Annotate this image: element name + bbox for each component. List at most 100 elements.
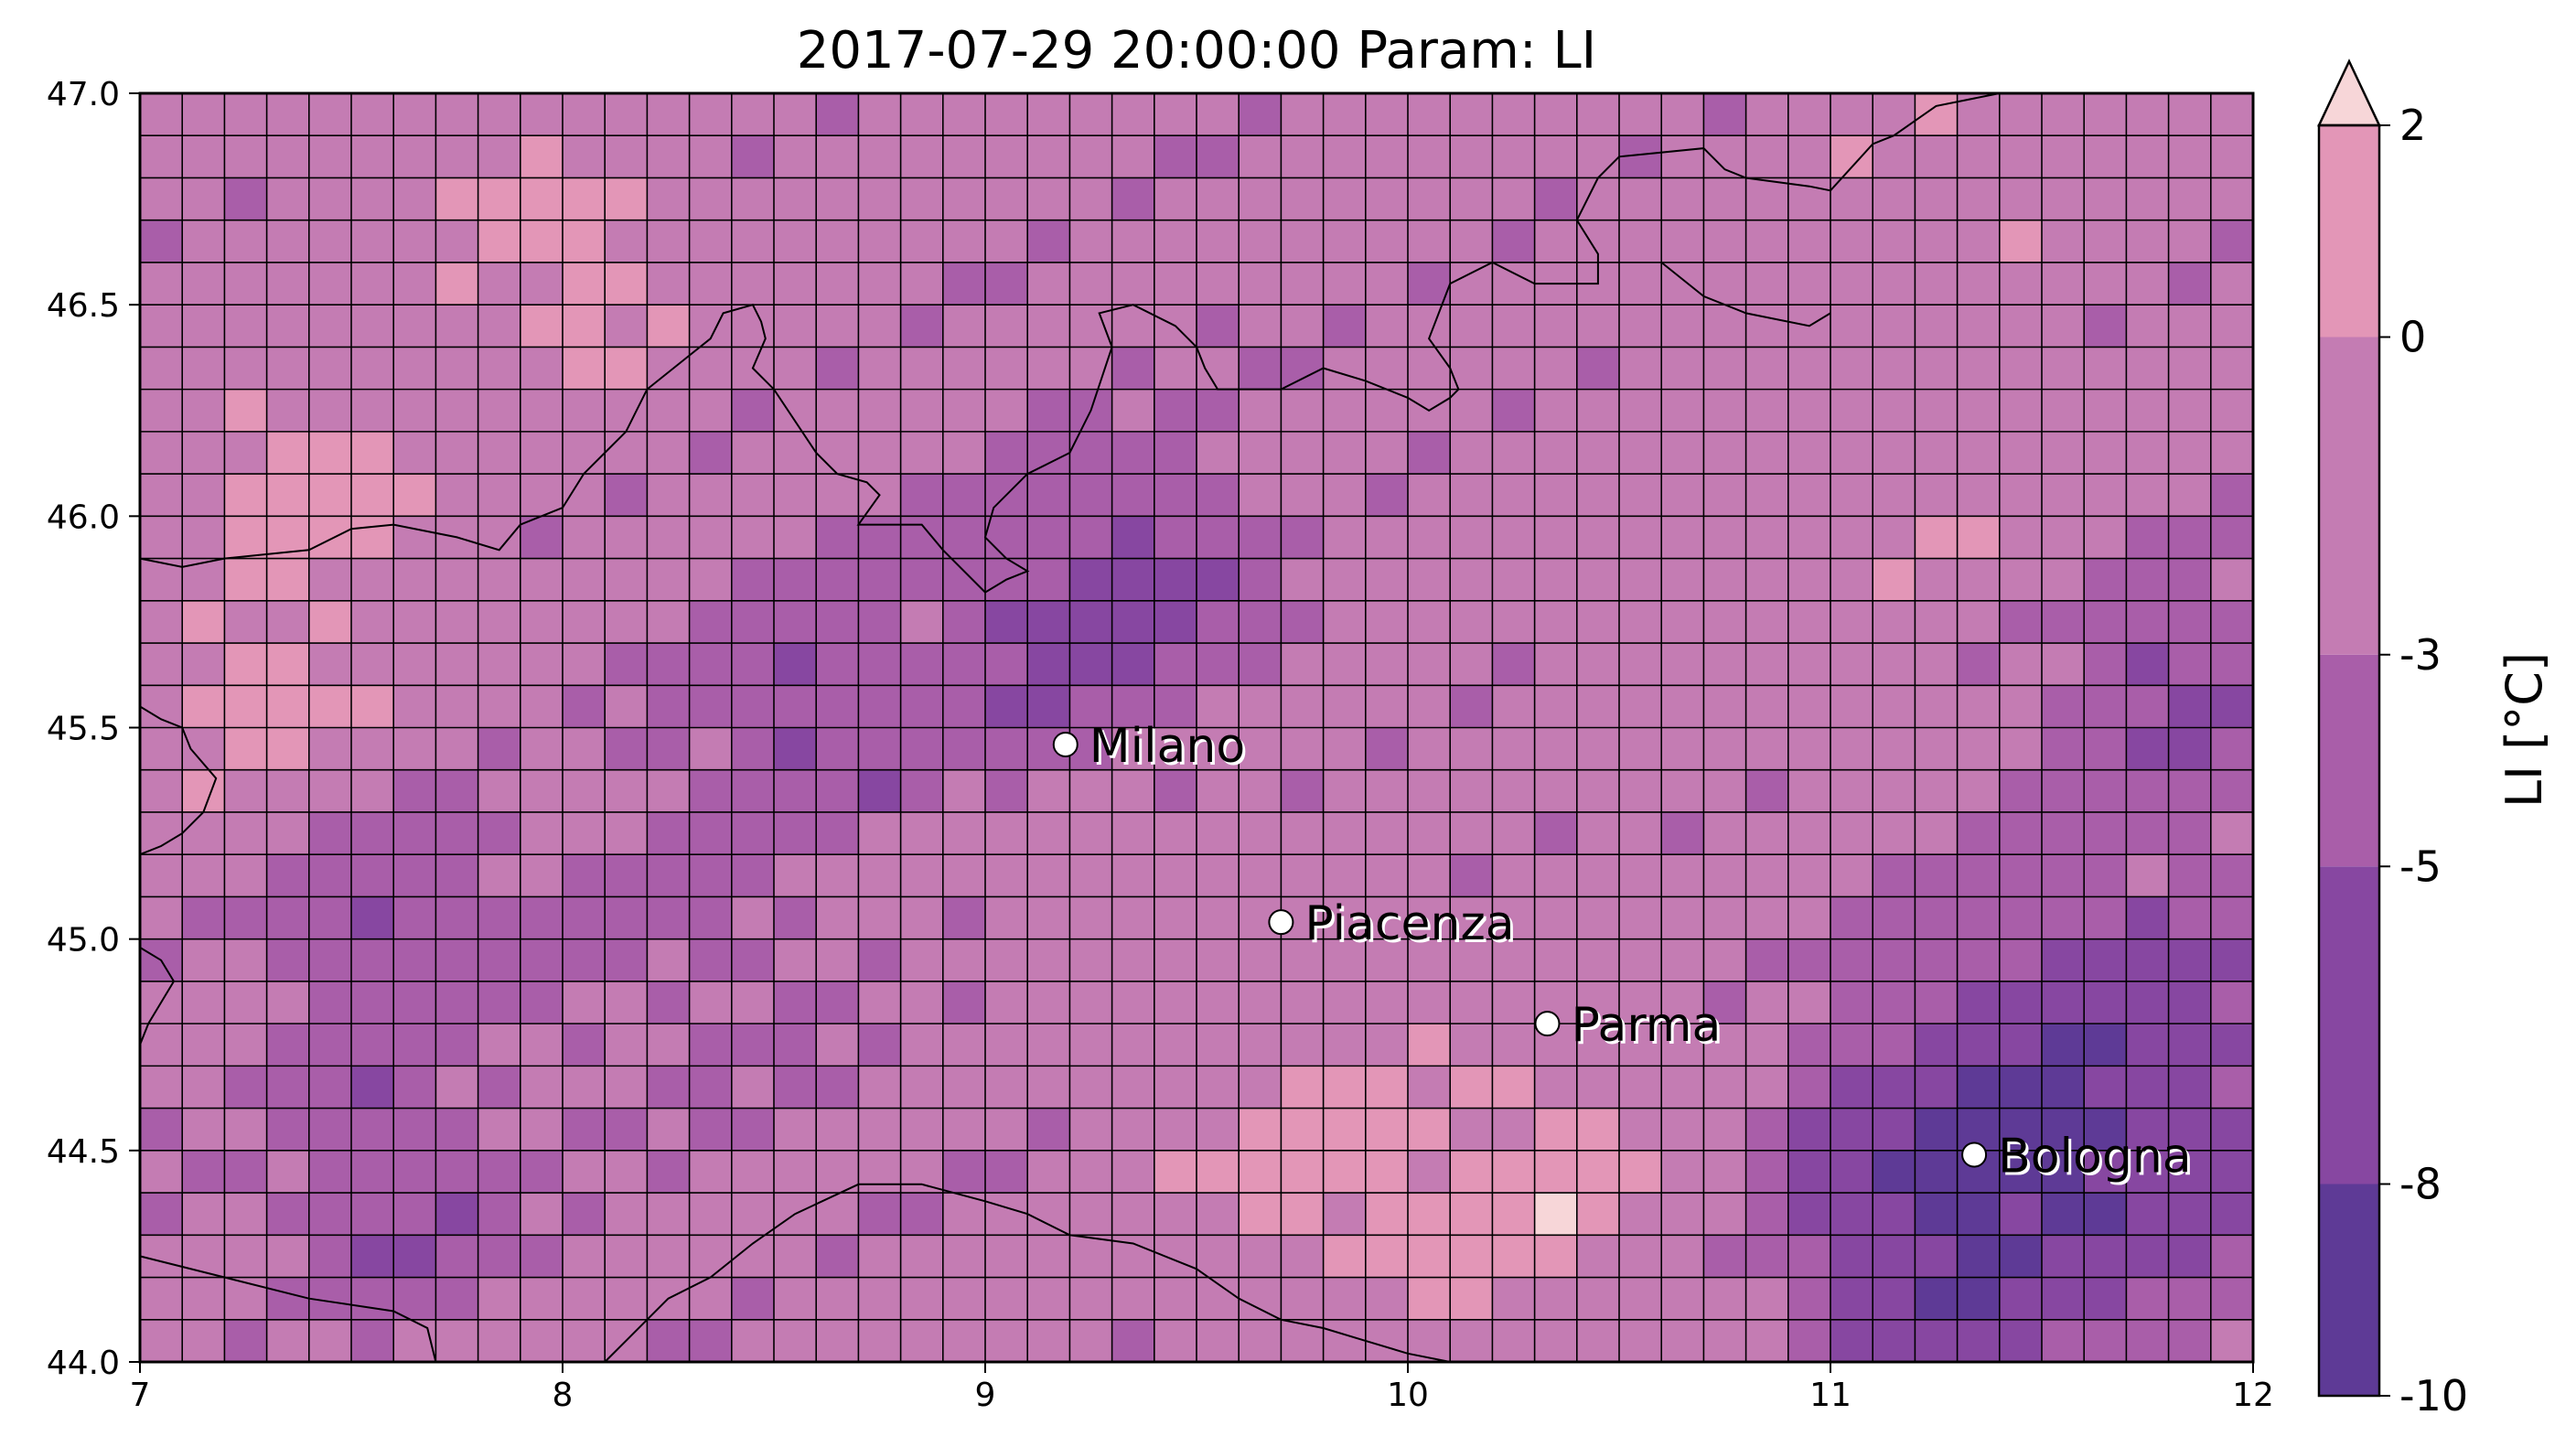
grid-cell: [2210, 981, 2253, 1024]
grid-cell: [266, 854, 309, 897]
grid-cell: [1576, 1235, 1619, 1278]
grid-cell: [2126, 685, 2169, 728]
grid-cell: [2042, 1277, 2085, 1320]
grid-cell: [1154, 474, 1197, 517]
grid-cell: [266, 93, 309, 136]
grid-cell: [1281, 93, 1324, 136]
y-tick-label: 45.5: [47, 711, 120, 748]
grid-cell: [1197, 643, 1240, 686]
grid-cell: [2084, 981, 2127, 1024]
grid-cell: [1365, 811, 1408, 855]
grid-cell: [689, 177, 732, 220]
grid-cell: [1619, 347, 1662, 390]
grid-cell: [1450, 811, 1493, 855]
grid-cell: [266, 938, 309, 981]
grid-cell: [605, 981, 648, 1024]
grid-cell: [2168, 1193, 2211, 1236]
grid-cell: [900, 558, 943, 601]
grid-cell: [1239, 643, 1282, 686]
grid-cell: [1661, 305, 1704, 348]
grid-cell: [1999, 177, 2042, 220]
grid-cell: [1661, 1024, 1704, 1066]
grid-cell: [1661, 600, 1704, 644]
grid-cell: [1619, 938, 1662, 981]
grid-cell: [563, 1319, 606, 1362]
grid-cell: [1111, 1319, 1154, 1362]
grid-cell: [563, 769, 606, 812]
grid-cell: [689, 1277, 732, 1320]
grid-cell: [816, 769, 859, 812]
colorbar-segment: [2319, 866, 2379, 1184]
grid-cell: [605, 220, 648, 263]
grid-cell: [1069, 854, 1112, 897]
grid-cell: [1745, 1277, 1788, 1320]
grid-cell: [731, 600, 774, 644]
grid-cell: [1069, 1193, 1112, 1236]
grid-cell: [1450, 1150, 1493, 1194]
grid-cell: [900, 305, 943, 348]
grid-cell: [689, 811, 732, 855]
grid-cell: [1239, 1277, 1282, 1320]
grid-cell: [563, 305, 606, 348]
grid-cell: [224, 135, 267, 178]
colorbar-tick-label: 0: [2399, 313, 2426, 362]
grid-cell: [1111, 600, 1154, 644]
grid-cell: [1450, 1108, 1493, 1151]
grid-cell: [478, 262, 521, 305]
grid-cell: [2210, 1319, 2253, 1362]
grid-cell: [1703, 1108, 1746, 1151]
grid-cell: [478, 1150, 521, 1194]
grid-cell: [2084, 811, 2127, 855]
grid-cell: [2126, 389, 2169, 432]
grid-cell: [1830, 558, 1873, 601]
grid-cell: [563, 220, 606, 263]
grid-cell: [1197, 1024, 1240, 1066]
grid-cell: [900, 1024, 943, 1066]
y-tick-label: 45.0: [47, 922, 120, 959]
grid-cell: [1619, 389, 1662, 432]
grid-cell: [1154, 262, 1197, 305]
grid-cell: [266, 896, 309, 939]
grid-cell: [1323, 516, 1366, 559]
grid-cell: [520, 1319, 563, 1362]
grid-cell: [605, 727, 648, 770]
grid-cell: [1239, 769, 1282, 812]
grid-cell: [1408, 1235, 1451, 1278]
grid-cell: [1154, 347, 1197, 390]
grid-cell: [731, 896, 774, 939]
grid-cell: [1027, 474, 1070, 517]
grid-cell: [2042, 389, 2085, 432]
grid-cell: [1069, 1108, 1112, 1151]
grid-cell: [393, 1193, 436, 1236]
grid-cell: [224, 474, 267, 517]
grid-cell: [1408, 262, 1451, 305]
grid-cell: [689, 896, 732, 939]
grid-cell: [985, 305, 1028, 348]
grid-cell: [1239, 1150, 1282, 1194]
grid-cell: [985, 431, 1028, 475]
grid-cell: [435, 1108, 478, 1151]
grid-cell: [1745, 347, 1788, 390]
grid-cell: [224, 305, 267, 348]
grid-cell: [1111, 685, 1154, 728]
grid-cell: [182, 474, 225, 517]
grid-cell: [858, 1150, 901, 1194]
grid-cell: [182, 220, 225, 263]
grid-cell: [1027, 93, 1070, 136]
grid-cell: [2210, 1024, 2253, 1066]
grid-cell: [1492, 1024, 1535, 1066]
grid-cell: [1619, 558, 1662, 601]
grid-cell: [985, 220, 1028, 263]
grid-cell: [140, 896, 183, 939]
grid-cell: [308, 135, 351, 178]
grid-cell: [605, 558, 648, 601]
grid-cell: [1027, 389, 1070, 432]
x-tick-label: 12: [2232, 1377, 2274, 1414]
grid-cell: [1999, 811, 2042, 855]
grid-cell: [224, 854, 267, 897]
grid-cell: [182, 389, 225, 432]
grid-cell: [605, 389, 648, 432]
grid-cell: [2168, 1319, 2211, 1362]
grid-cell: [1873, 389, 1916, 432]
grid-cell: [1492, 431, 1535, 475]
